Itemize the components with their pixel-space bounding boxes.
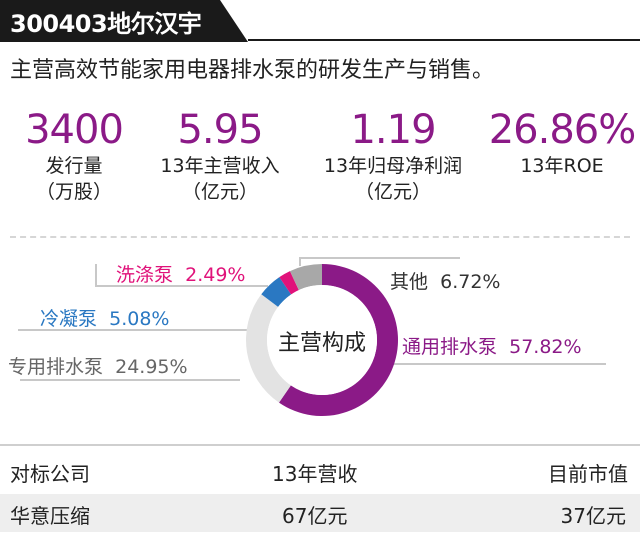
table-row: 华意压缩 67亿元 37亿元 xyxy=(0,494,640,532)
stock-title: 300403地尔汉宇 xyxy=(10,10,202,38)
slice-general xyxy=(279,264,398,417)
metric-unit: （万股） xyxy=(35,181,112,203)
leader-line-other xyxy=(299,257,460,266)
metric-label: 13年ROE xyxy=(520,155,604,177)
slice-name: 专用排水泵 xyxy=(8,356,104,378)
slice-label-general: 通用排水泵 57.82% xyxy=(402,332,582,359)
leader-line-washing xyxy=(95,264,268,287)
table-cell-revenue: 67亿元 xyxy=(282,504,348,528)
slice-other xyxy=(289,264,322,291)
header-shape xyxy=(0,0,640,42)
slice-value: 24.95% xyxy=(115,356,188,378)
slice-name: 其他 xyxy=(390,271,429,293)
slice-value: 57.82% xyxy=(509,336,582,358)
table-cell-company: 华意压缩 xyxy=(10,504,90,528)
header-band: 300403地尔汉宇 xyxy=(0,0,640,42)
slice-label-special: 专用排水泵 24.95% xyxy=(8,352,188,379)
business-description: 主营高效节能家用电器排水泵的研发生产与销售。 xyxy=(10,58,495,83)
metric-net-profit: 1.19 13年归母净利润 （亿元） xyxy=(308,108,478,204)
donut-hole xyxy=(267,285,377,395)
slice-washing xyxy=(279,271,299,295)
metric-label: 13年主营收入 xyxy=(160,155,280,177)
metric-value: 1.19 xyxy=(350,107,436,153)
donut-chart xyxy=(18,257,606,417)
metric-value: 5.95 xyxy=(177,107,263,153)
table-top-rule xyxy=(0,444,640,446)
metric-unit: （亿元） xyxy=(354,181,431,203)
slice-value: 5.08% xyxy=(109,308,170,330)
slice-value: 2.49% xyxy=(185,264,246,286)
slice-name: 通用排水泵 xyxy=(402,336,498,358)
table-header-revenue: 13年营收 xyxy=(272,462,358,486)
metric-value: 26.86% xyxy=(488,107,637,153)
metric-label: 发行量 xyxy=(45,155,103,177)
metric-revenue: 5.95 13年主营收入 （亿元） xyxy=(140,108,300,204)
metric-unit: （亿元） xyxy=(181,181,258,203)
metric-label: 13年归母净利润 xyxy=(323,155,463,177)
donut-center-label: 主营构成 xyxy=(277,331,366,356)
slice-label-condensate: 冷凝泵 5.08% xyxy=(40,304,169,331)
table-cell-market-cap: 37亿元 xyxy=(560,504,626,528)
slice-label-washing: 洗涤泵 2.49% xyxy=(116,260,245,287)
metric-roe: 26.86% 13年ROE xyxy=(488,107,637,180)
slice-name: 冷凝泵 xyxy=(40,308,98,330)
slice-value: 6.72% xyxy=(440,271,501,293)
table-header-company: 对标公司 xyxy=(10,462,90,486)
slice-label-other: 其他 6.72% xyxy=(390,267,500,294)
slice-name: 洗涤泵 xyxy=(116,264,174,286)
table-header-market-cap: 目前市值 xyxy=(548,462,628,486)
slice-special xyxy=(246,294,291,403)
metric-issue-size: 3400 发行量 （万股） xyxy=(14,108,134,204)
slice-condensate xyxy=(261,277,292,307)
dashed-divider xyxy=(10,236,630,238)
metric-value: 3400 xyxy=(25,107,124,153)
table-header-row: 对标公司 13年营收 目前市值 xyxy=(0,452,640,490)
